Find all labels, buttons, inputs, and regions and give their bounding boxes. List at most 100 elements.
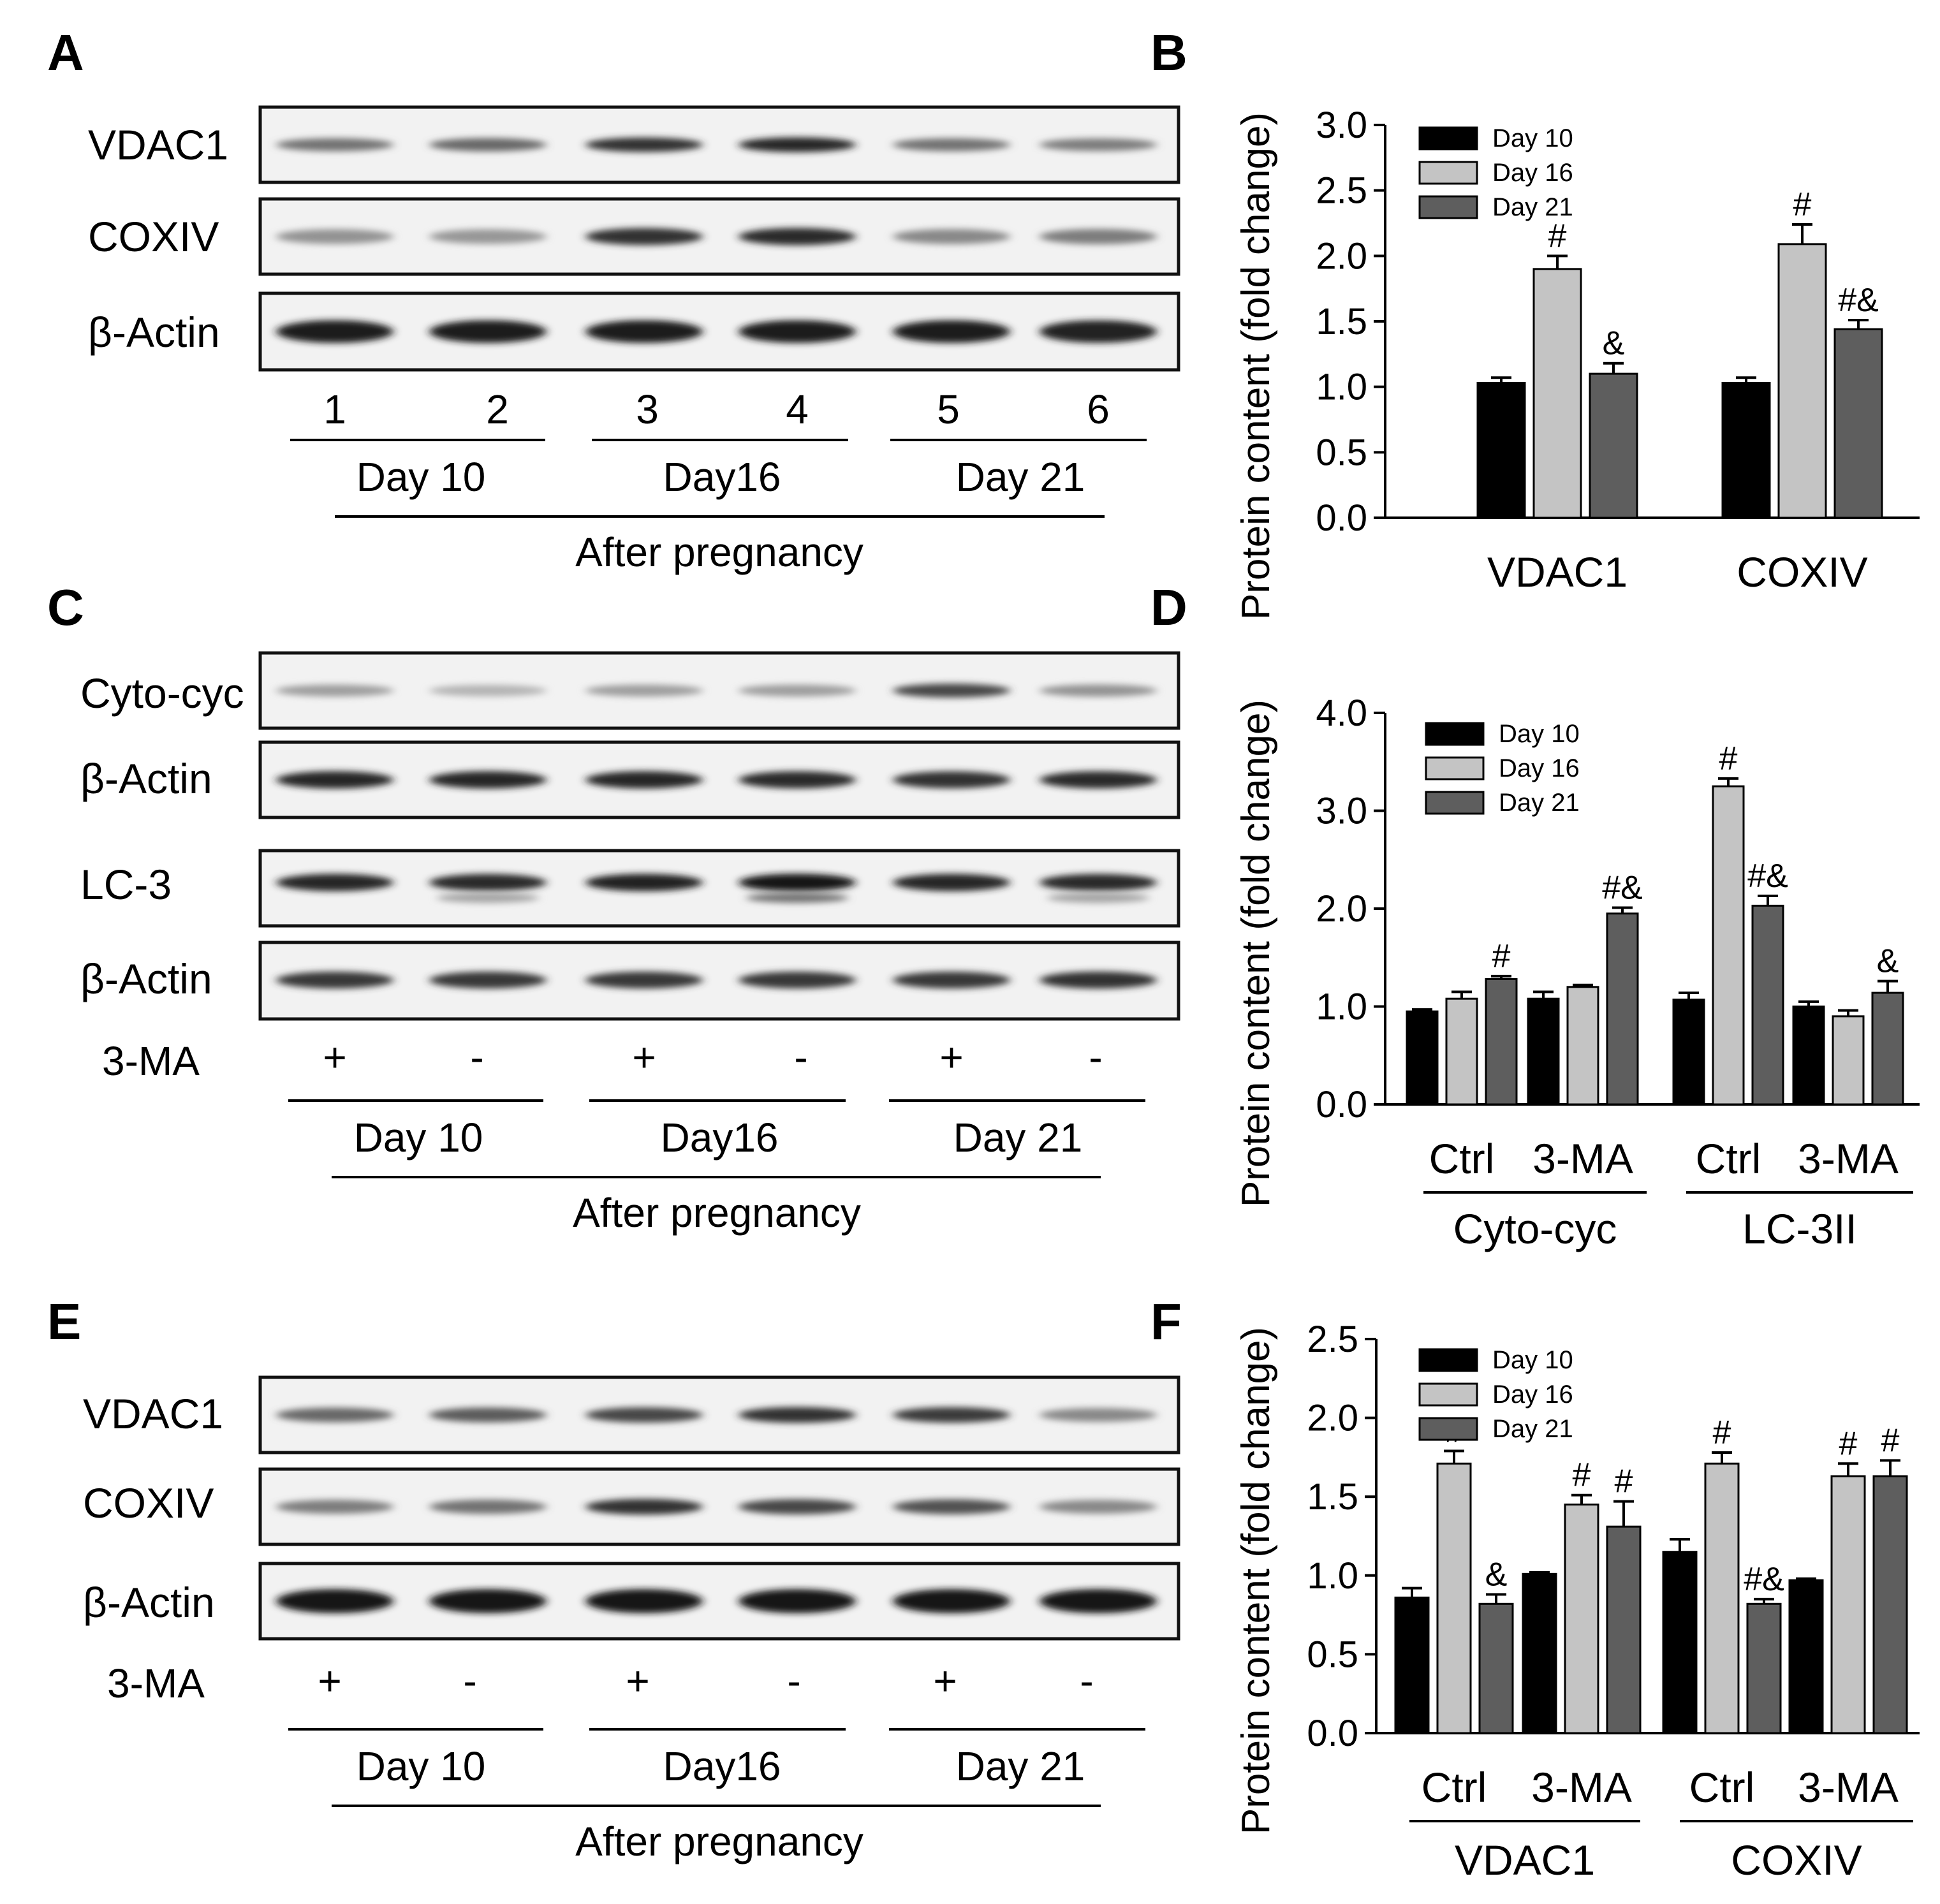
y-tick-label: 3.0 — [1316, 791, 1367, 832]
blot-band-lower — [1047, 893, 1149, 903]
blot-band — [585, 137, 703, 152]
blot-band — [739, 1499, 856, 1514]
legend-label: Day 10 — [1499, 720, 1580, 748]
legend-label: Day 16 — [1492, 159, 1573, 187]
blot-strip — [258, 105, 1180, 184]
blot-row: β-Actin — [80, 941, 1180, 1021]
legend-swatch — [1418, 1382, 1478, 1407]
blot-band — [429, 1499, 547, 1514]
group-label: Day 21 — [956, 1743, 1085, 1789]
blot-strip — [258, 941, 1180, 1021]
category-label: VDAC1 — [1487, 548, 1628, 596]
blot-strip — [258, 849, 1180, 928]
bar — [1662, 1551, 1698, 1734]
bar — [1476, 382, 1526, 519]
blot-row: COXIV — [88, 197, 1180, 276]
blot-row: β-Actin — [88, 291, 1180, 372]
bar — [1792, 1006, 1825, 1106]
blot-band — [893, 874, 1010, 891]
blot-footer: After pregnancy — [573, 1190, 861, 1236]
blot-band — [585, 874, 703, 891]
chart-b: 0.0 0.5 1.0 1.5 2.0 2.5 3.0 Protein content (fo… — [1234, 105, 1920, 620]
significance-mark: #& — [1747, 858, 1788, 895]
bar — [1566, 986, 1599, 1106]
blot-band — [739, 320, 856, 343]
group-label: Day16 — [663, 1743, 781, 1789]
legend-label: Day 21 — [1492, 1415, 1573, 1443]
blot-band — [1040, 229, 1157, 244]
treatment-sign: + — [632, 1034, 656, 1080]
blot-row: β-Actin — [80, 740, 1180, 819]
bar — [1746, 1602, 1782, 1734]
bar — [1712, 785, 1745, 1106]
blot-band-lower — [437, 893, 539, 903]
treatment-sign: - — [1089, 1034, 1102, 1080]
chart-d: 0.0 1.0 2.0 3.0 4.0 Protein content (fold cha… — [1234, 692, 1920, 1252]
blot-footer: After pregnancy — [575, 529, 863, 575]
bar — [1606, 912, 1639, 1106]
blot-band — [276, 874, 393, 891]
significance-mark: & — [1485, 1556, 1508, 1593]
y-axis-label: Protein content (fold change) — [1234, 112, 1278, 620]
y-tick-label: 2.0 — [1316, 235, 1367, 277]
blot-band — [893, 971, 1010, 989]
bar — [1832, 1015, 1865, 1106]
bar — [1833, 328, 1883, 519]
bar — [1406, 1010, 1439, 1106]
blot-strip — [258, 1467, 1180, 1546]
bar — [1532, 268, 1582, 519]
y-tick-label: 2.0 — [1307, 1398, 1358, 1439]
blot-band — [739, 971, 856, 989]
y-tick-label: 1.0 — [1316, 986, 1367, 1028]
treatment-label: 3-MA — [107, 1660, 205, 1706]
lane-label: 6 — [1087, 386, 1110, 432]
blot-band — [585, 1407, 703, 1423]
panel-label-e: E — [47, 1293, 81, 1350]
blot-band — [276, 684, 393, 697]
blot-bands — [276, 1498, 1157, 1515]
blot-band — [585, 228, 703, 245]
group-label: Day 21 — [956, 454, 1085, 500]
bar — [1522, 1572, 1557, 1734]
blot-row: COXIV — [83, 1467, 1180, 1546]
legend-label: Day 10 — [1492, 1346, 1573, 1374]
bar — [1777, 243, 1827, 519]
legend-label: Day 21 — [1492, 193, 1573, 221]
lane-label: 5 — [937, 386, 960, 432]
blot-band — [429, 229, 547, 244]
blot-strip — [258, 651, 1180, 730]
blot-bands — [276, 1407, 1157, 1423]
significance-mark: # — [1492, 938, 1511, 975]
group-label: Day16 — [661, 1115, 779, 1161]
blot-row-label: VDAC1 — [83, 1390, 223, 1437]
blot-band — [739, 137, 856, 152]
y-tick-label: 1.5 — [1316, 301, 1367, 342]
blot-band — [585, 971, 703, 989]
y-tick-label: 4.0 — [1316, 692, 1367, 734]
category-label: 3-MA — [1532, 1135, 1633, 1182]
significance-mark: # — [1548, 217, 1567, 254]
bar — [1788, 1579, 1824, 1734]
treatment-sign: - — [1080, 1658, 1093, 1704]
group-label: Day 21 — [953, 1115, 1083, 1161]
y-tick-label: 0.0 — [1316, 1084, 1367, 1125]
significance-mark: # — [1713, 1414, 1731, 1451]
blot-band — [276, 1589, 393, 1613]
bar — [1394, 1596, 1430, 1734]
bar — [1672, 999, 1705, 1106]
blot-strip — [258, 197, 1180, 276]
y-tick-label: 1.5 — [1307, 1476, 1358, 1518]
blot-bands — [276, 137, 1157, 152]
bar — [1721, 382, 1771, 519]
blot-footer: After pregnancy — [575, 1819, 863, 1864]
blot-band — [1040, 771, 1157, 789]
blot-bands — [276, 228, 1157, 245]
blot-e: VDAC1 COXIV β-Actin 3-MA + - + - + - — [83, 1375, 1180, 1864]
bar — [1564, 1504, 1599, 1734]
treatment-sign: - — [787, 1658, 800, 1704]
significance-mark: & — [1877, 943, 1899, 980]
category-label: Ctrl — [1422, 1764, 1487, 1811]
blot-strip — [258, 740, 1180, 819]
blot-band — [276, 1500, 393, 1514]
